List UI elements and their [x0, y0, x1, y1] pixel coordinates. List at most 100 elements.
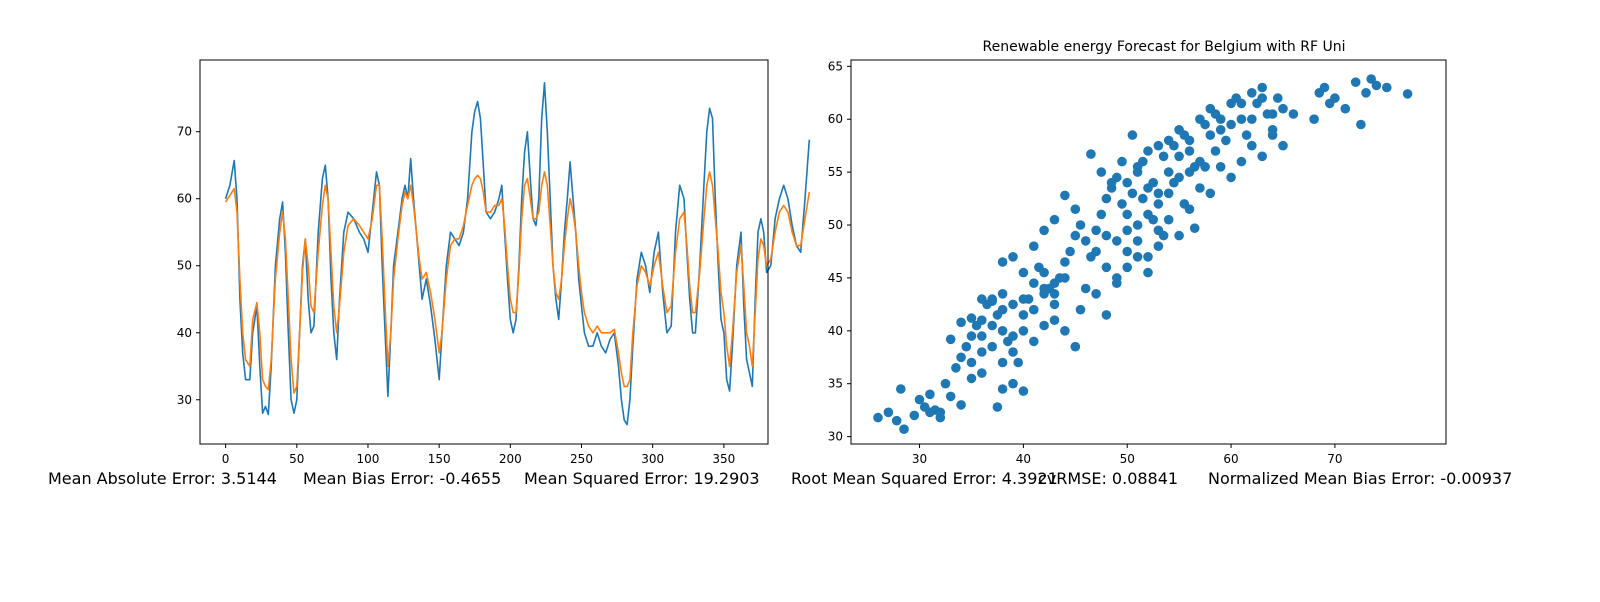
scatter-point [1205, 188, 1216, 199]
scatter-point [925, 389, 935, 400]
scatter-chart-x-axis: 30 40 50 60 70 [912, 444, 1343, 466]
scatter-point [1267, 130, 1278, 140]
scatter-point [1319, 82, 1330, 93]
scatter-point [1070, 341, 1081, 352]
scatter-point [1309, 114, 1319, 124]
scatter-point [1018, 386, 1029, 396]
scatter-point [977, 347, 987, 357]
scatter-point [1122, 177, 1132, 188]
scatter-point [1174, 172, 1184, 183]
scatter-point [1086, 149, 1096, 159]
metric-mean-bias-error: Mean Bias Error: -0.4655 [303, 469, 502, 488]
metric-mean-squared-error: Mean Squared Error: 19.2903 [524, 469, 760, 488]
scatter-point [896, 384, 906, 394]
scatter-point [1070, 204, 1081, 214]
scatter-point [1122, 225, 1132, 236]
scatter-point [1163, 214, 1174, 225]
scatter-point [1153, 188, 1164, 199]
scatter-point [1278, 140, 1288, 151]
scatter-point [1049, 278, 1060, 289]
scatter-point [1163, 167, 1174, 177]
scatter-point [1075, 304, 1086, 315]
scatter-point [935, 407, 946, 418]
scatter-point [1184, 167, 1195, 177]
scatter-chart-title: Renewable energy Forecast for Belgium wi… [983, 39, 1346, 55]
line-chart-x-tick-label: 150 [428, 452, 451, 466]
metric-root-mean-squared-error: Root Mean Squared Error: 4.3921 [791, 469, 1058, 488]
metric-mean-absolute-error: Mean Absolute Error: 3.5144 [48, 469, 277, 488]
scatter-point [997, 304, 1008, 315]
scatter-point [1143, 251, 1153, 262]
scatter-point [1060, 190, 1070, 201]
line-chart-y-tick-label: 70 [177, 125, 192, 139]
scatter-point [997, 384, 1008, 394]
scatter-point [873, 412, 883, 423]
scatter-point [1366, 74, 1376, 84]
scatter-point [1132, 220, 1143, 230]
scatter-point [1008, 299, 1018, 310]
scatter-point [1402, 89, 1413, 99]
scatter-point [1273, 93, 1283, 103]
scatter-point [1143, 267, 1153, 278]
line-chart-y-tick-label: 40 [177, 326, 192, 340]
scatter-point [1350, 77, 1361, 87]
scatter-point [1080, 283, 1091, 294]
scatter-point [1210, 146, 1221, 156]
scatter-point [1356, 119, 1366, 130]
scatter-point [1174, 151, 1184, 162]
scatter-point [1278, 103, 1288, 114]
scatter-point [1008, 331, 1018, 341]
scatter-point [1018, 267, 1029, 278]
scatter-point [1075, 220, 1086, 230]
scatter-point [1226, 119, 1236, 130]
scatter-point [1060, 326, 1070, 336]
figure-background [0, 0, 1600, 468]
scatter-point [1101, 230, 1112, 241]
scatter-point [1018, 294, 1029, 304]
scatter-point [1112, 273, 1122, 283]
scatter-point [1257, 93, 1267, 103]
scatter-point [966, 313, 977, 323]
scatter-point [1008, 347, 1018, 357]
scatter-point [1106, 177, 1117, 188]
scatter-point [945, 391, 956, 402]
scatter-chart-x-tick-label: 70 [1327, 452, 1342, 466]
line-chart-y-tick-label: 60 [177, 192, 192, 206]
scatter-point [1122, 246, 1132, 257]
scatter-point [956, 317, 966, 328]
scatter-point [1153, 140, 1164, 151]
scatter-point [1153, 241, 1164, 251]
scatter-point [1122, 209, 1132, 220]
scatter-point [1184, 146, 1195, 156]
scatter-point [1153, 199, 1164, 209]
scatter-point [1257, 151, 1267, 162]
scatter-point [1138, 193, 1148, 204]
scatter-point [1221, 135, 1231, 146]
metric-normalized-mean-bias-error: Normalized Mean Bias Error: -0.00937 [1208, 469, 1513, 488]
scatter-chart-y-tick-label: 55 [828, 165, 843, 179]
scatter-point [1029, 304, 1039, 315]
scatter-point [1029, 278, 1039, 289]
scatter-point [977, 294, 987, 304]
scatter-point [1179, 199, 1190, 209]
scatter-point [1039, 289, 1049, 299]
scatter-point [1215, 125, 1226, 135]
scatter-point [1382, 82, 1392, 93]
scatter-point [1200, 119, 1210, 130]
scatter-point [1101, 262, 1112, 273]
scatter-point [1091, 225, 1101, 236]
line-chart-x-tick-label: 50 [289, 452, 304, 466]
line-chart: 0 50 100 150 200 250 300 350 30 40 50 60 70 [177, 59, 811, 466]
scatter-point [1112, 236, 1122, 246]
scatter-point [1267, 109, 1278, 119]
scatter-point [1117, 199, 1127, 209]
scatter-point [940, 378, 951, 389]
scatter-chart-x-tick-label: 40 [1016, 452, 1031, 466]
scatter-point [1029, 241, 1039, 251]
scatter-point [945, 334, 956, 345]
line-chart-frame [199, 59, 769, 445]
line-chart-plot-area [224, 82, 811, 426]
scatter-point [956, 400, 966, 410]
scatter-chart-x-tick-label: 50 [1120, 452, 1135, 466]
scatter-point [1195, 183, 1205, 193]
